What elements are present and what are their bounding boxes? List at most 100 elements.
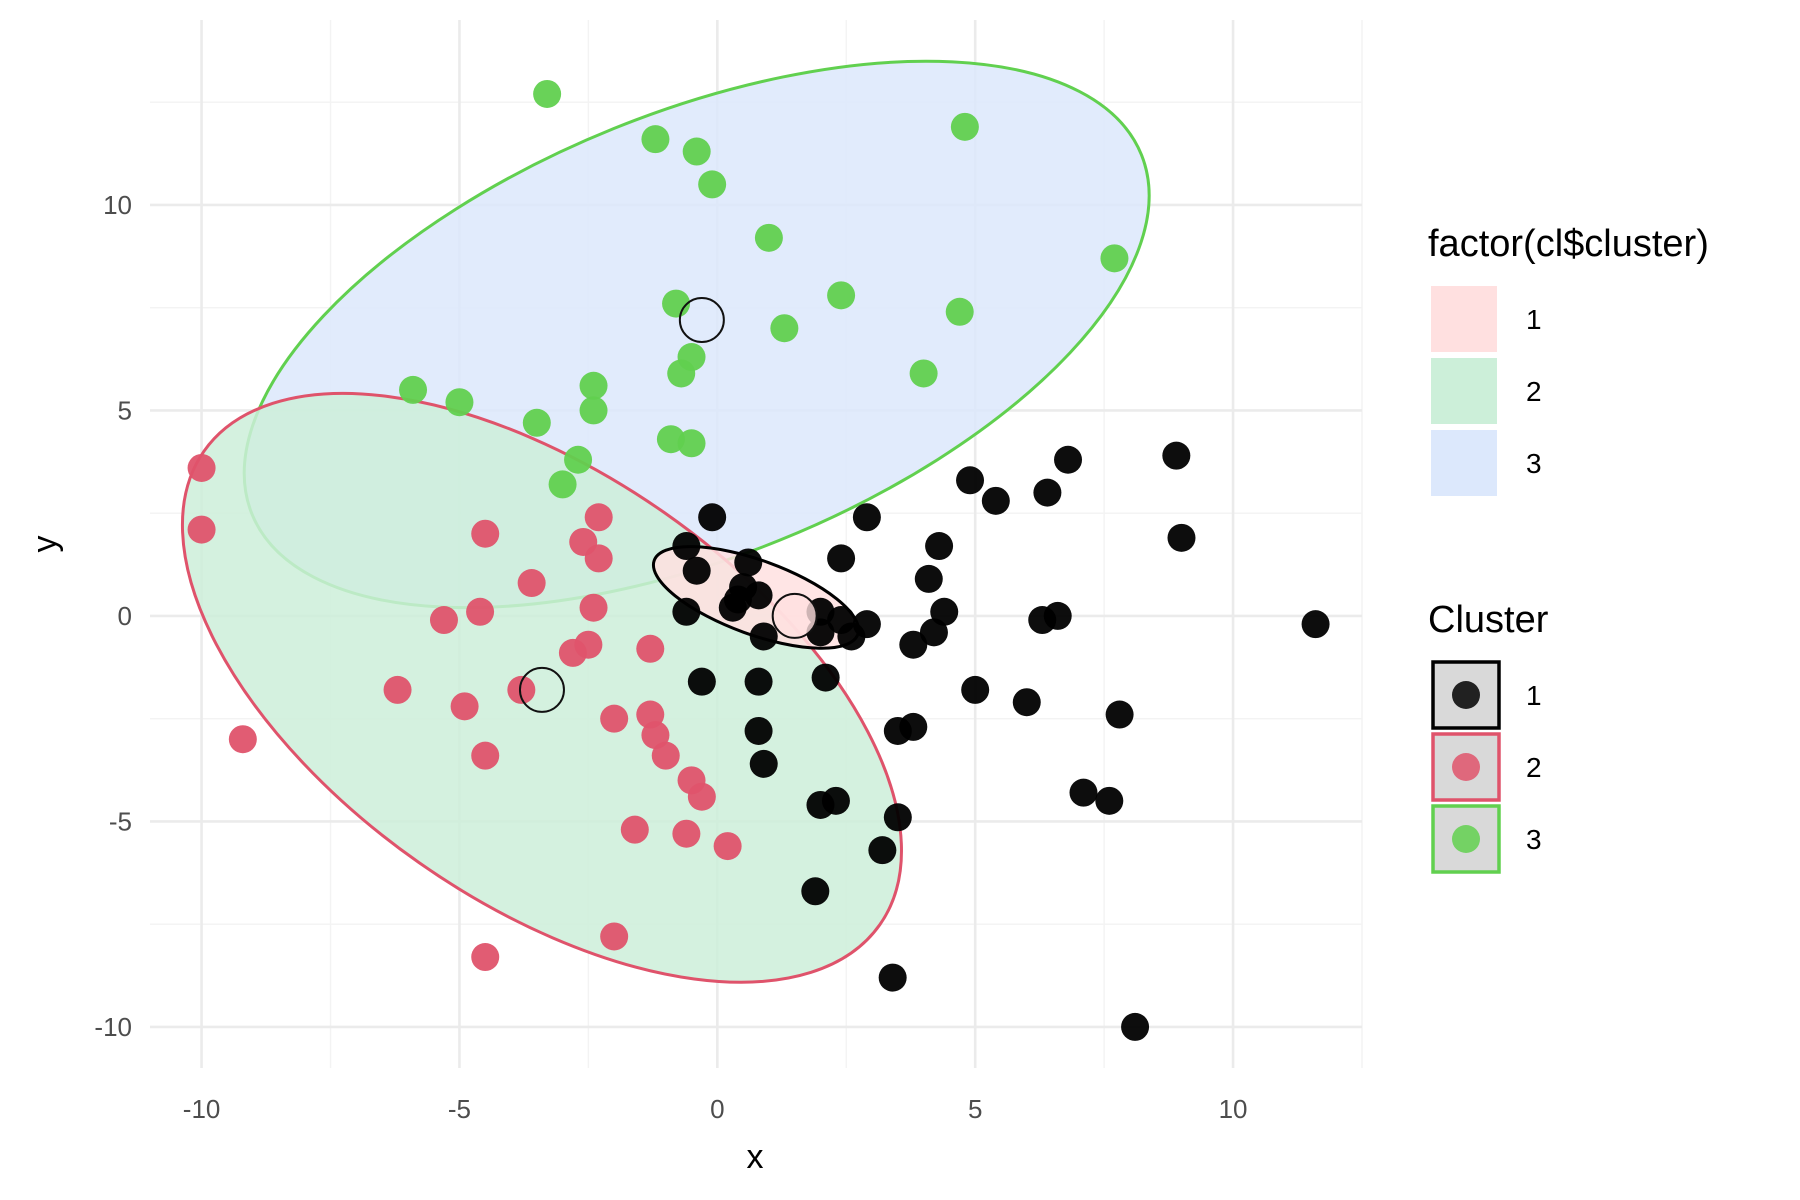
- y-tick-label: -5: [109, 806, 132, 836]
- cluster-3-point: [827, 281, 856, 310]
- cluster-1-point: [1012, 688, 1041, 717]
- cluster-1-point: [919, 618, 948, 647]
- cluster-1-point: [956, 466, 985, 495]
- cluster-1-point: [1033, 478, 1062, 507]
- cluster-1-point: [1069, 778, 1098, 807]
- cluster-1-point: [899, 630, 928, 659]
- cluster-3-point: [641, 125, 670, 154]
- x-tick-label: 0: [710, 1094, 724, 1124]
- legend-title: factor(cl$cluster): [1428, 223, 1709, 265]
- cluster-1-point: [687, 667, 716, 696]
- x-axis-ticks: -10 -5 0 5 10: [183, 1094, 1248, 1124]
- cluster-2-point: [672, 819, 701, 848]
- cluster-centers: [518, 297, 818, 713]
- cluster-2-point: [507, 675, 536, 704]
- legend-label: 1: [1526, 680, 1542, 711]
- cluster-1-point: [883, 803, 912, 832]
- data-points: [187, 79, 1330, 1041]
- cluster-2-point: [584, 544, 613, 573]
- cluster-1-point: [672, 532, 701, 561]
- cluster-2-point: [429, 606, 458, 635]
- cluster-2-point: [584, 503, 613, 532]
- cluster-2-point: [620, 815, 649, 844]
- legend-title: Cluster: [1428, 599, 1549, 641]
- cluster-2-point: [651, 741, 680, 770]
- legend-label: 3: [1526, 824, 1542, 855]
- y-axis-ticks: -10 -5 0 5 10: [94, 190, 132, 1042]
- x-tick-label: 5: [968, 1094, 982, 1124]
- cluster-1-point: [744, 716, 773, 745]
- x-axis-title: x: [747, 1138, 764, 1176]
- cluster-2-point: [187, 453, 216, 482]
- legend-key-point: [1452, 681, 1480, 709]
- legend-label: 1: [1526, 304, 1542, 335]
- cluster-3-point: [662, 289, 691, 318]
- cluster-2-point: [228, 725, 257, 754]
- cluster-2-point: [579, 593, 608, 622]
- cluster-3-point: [564, 445, 593, 474]
- cluster-1-point: [1121, 1012, 1150, 1041]
- cluster-3-point: [682, 137, 711, 166]
- cluster-1-point: [883, 716, 912, 745]
- cluster-2-point: [636, 634, 665, 663]
- cluster-1-point: [1095, 786, 1124, 815]
- cluster-1-point: [1301, 610, 1330, 639]
- legend-label: 2: [1526, 376, 1542, 407]
- cluster-2-point: [450, 692, 479, 721]
- cluster-2-point: [687, 782, 716, 811]
- cluster-1-point: [1028, 606, 1057, 635]
- cluster-ellipses: [180, 59, 1151, 984]
- legend-label: 2: [1526, 752, 1542, 783]
- cluster-1-point: [1054, 445, 1083, 474]
- cluster-1-point: [744, 667, 773, 696]
- cluster-2-point: [713, 832, 742, 861]
- legend-fill-key: [1431, 286, 1497, 352]
- cluster-3-center: [678, 297, 725, 344]
- cluster-2-point: [383, 675, 412, 704]
- cluster-1-point: [852, 503, 881, 532]
- cluster-1-point: [749, 622, 778, 651]
- cluster-3-point: [677, 429, 706, 458]
- cluster-1-point: [682, 556, 711, 585]
- cluster-3-point: [945, 297, 974, 326]
- legend-fill-key: [1431, 430, 1497, 496]
- cluster-1-center: [771, 592, 818, 639]
- legend-key-point: [1452, 753, 1480, 781]
- cluster-3-point: [698, 170, 727, 199]
- y-tick-label: 5: [118, 395, 132, 425]
- cluster-2-point: [466, 597, 495, 626]
- cluster-2-point: [187, 515, 216, 544]
- cluster-1-point: [981, 486, 1010, 515]
- cluster-1-point: [806, 790, 835, 819]
- y-axis-title: y: [26, 536, 64, 553]
- cluster-1-point: [925, 532, 954, 561]
- cluster-3-point: [445, 388, 474, 417]
- cluster-1-point: [734, 548, 763, 577]
- legend-cluster: Cluster 1 2 3: [1428, 599, 1549, 874]
- cluster-1-point: [698, 503, 727, 532]
- cluster-2-point: [471, 519, 500, 548]
- cluster-1-point: [801, 877, 830, 906]
- cluster-2-point: [471, 943, 500, 972]
- cluster-1-point: [961, 675, 990, 704]
- legend-key-point: [1452, 825, 1480, 853]
- cluster-1-point: [672, 597, 701, 626]
- x-tick-label: -5: [448, 1094, 471, 1124]
- cluster-1-point: [868, 836, 897, 865]
- cluster-3-point: [399, 375, 428, 404]
- x-tick-label: 10: [1219, 1094, 1248, 1124]
- legend-cluster-factor: factor(cl$cluster) 1 2 3: [1428, 223, 1709, 496]
- cluster-3-point: [548, 470, 577, 499]
- legend-fill-key: [1431, 358, 1497, 424]
- y-tick-label: -10: [94, 1012, 132, 1042]
- cluster-1-point: [718, 593, 747, 622]
- y-tick-label: 10: [103, 190, 132, 220]
- legend-label: 3: [1526, 448, 1542, 479]
- cluster-3-point: [950, 112, 979, 141]
- cluster-2-point: [517, 569, 546, 598]
- cluster-3-point: [579, 396, 608, 425]
- cluster-3-point: [533, 79, 562, 108]
- cluster-3-point: [909, 359, 938, 388]
- cluster-1-point: [914, 564, 943, 593]
